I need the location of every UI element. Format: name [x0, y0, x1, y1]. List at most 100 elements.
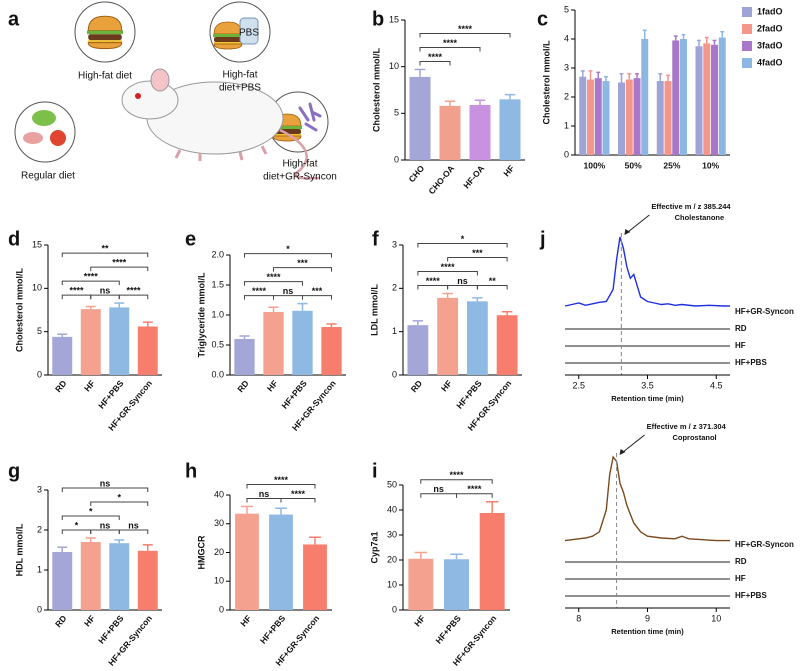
- legend-label: 1fadO: [757, 6, 783, 16]
- bar: [303, 544, 327, 610]
- significance-label: ****: [84, 271, 99, 281]
- bar: [496, 315, 518, 375]
- significance-label: ****: [428, 52, 443, 62]
- significance-label: **: [101, 243, 109, 253]
- significance-label: ns: [433, 484, 444, 494]
- y-tick-label: 30: [387, 529, 397, 539]
- significance-bracket: [90, 294, 120, 300]
- significance-label: ***: [472, 248, 483, 258]
- y-tick-label: 10: [389, 61, 399, 71]
- significance-bracket: [447, 285, 478, 290]
- bar: [672, 40, 680, 156]
- x-tick-label: CHO: [406, 163, 426, 184]
- significance-label: ns: [259, 489, 270, 499]
- significance-bracket: [302, 295, 332, 300]
- significance-label: ****: [458, 24, 473, 34]
- panel-letter: b: [372, 8, 384, 30]
- significance-label: *: [461, 234, 465, 244]
- plate: [14, 101, 76, 163]
- significance-bracket: [246, 484, 316, 489]
- bar: [711, 44, 718, 155]
- significance-bracket: [61, 529, 92, 534]
- significance-label: ****: [112, 257, 127, 267]
- x-tick-label: 10: [711, 613, 721, 623]
- x-tick-label: 3.5: [641, 380, 654, 390]
- x-tick-label: HF: [501, 163, 516, 178]
- diet-label: diet+GR-Syncon: [263, 172, 337, 183]
- legend-swatch: [742, 41, 752, 51]
- bar: [466, 301, 488, 375]
- significance-label: ****: [291, 489, 306, 499]
- x-tick-label: HF: [82, 613, 97, 628]
- y-tick-label: 5: [394, 108, 399, 118]
- arrow-head: [619, 449, 626, 455]
- trace-label: RD: [735, 324, 747, 333]
- y-tick-label: 4: [564, 33, 569, 43]
- x-tick-label: HF+PBS: [454, 378, 484, 411]
- arrow-head: [624, 229, 631, 235]
- y-tick-label: 5: [37, 326, 42, 336]
- significance-bracket: [456, 493, 493, 498]
- mouse-feet: [174, 145, 268, 161]
- legend-swatch: [742, 24, 752, 34]
- significance-label: ns: [283, 286, 294, 296]
- x-tick-label: HF+PBS: [96, 613, 126, 646]
- significance-bracket: [273, 295, 303, 300]
- y-axis-label: Cyp7a1: [369, 531, 379, 563]
- y-tick-label: 1.0: [211, 309, 224, 319]
- bar: [235, 513, 259, 610]
- significance-bracket: [280, 498, 316, 503]
- bacteria-icon: [298, 102, 322, 132]
- significance-label: ****: [441, 262, 456, 272]
- significance-bracket: [420, 493, 457, 498]
- y-tick-label: 0: [37, 604, 42, 614]
- significance-bracket: [420, 479, 493, 484]
- panel-letter: j: [539, 228, 546, 250]
- bar: [499, 99, 521, 160]
- y-tick-label: 0: [392, 369, 397, 379]
- bar: [52, 336, 73, 375]
- y-tick-label: 5: [564, 4, 569, 14]
- x-tick-label: RD: [409, 378, 425, 394]
- trace-label: HF+PBS: [735, 591, 767, 600]
- lettuce-icon: [32, 110, 56, 126]
- mouse-tail: [279, 128, 321, 180]
- significance-bracket: [118, 529, 149, 534]
- panel-letter: h: [185, 460, 197, 482]
- y-tick-label: 1.5: [211, 279, 224, 289]
- x-tick-label: 25%: [663, 160, 680, 170]
- y-tick-label: 20: [214, 547, 224, 557]
- panel-letter: i: [372, 460, 378, 482]
- significance-label: ***: [297, 258, 308, 268]
- y-tick-label: 2: [564, 91, 569, 101]
- y-axis-label: Cholesterol mmol/L: [371, 47, 381, 132]
- x-tick-label: 50%: [625, 160, 642, 170]
- bar: [594, 78, 602, 155]
- significance-bracket: [417, 243, 508, 248]
- mouse-head: [121, 80, 179, 120]
- significance-bracket: [90, 529, 120, 534]
- bar: [695, 46, 703, 155]
- significance-bracket: [419, 32, 511, 38]
- annotation-arrow: [625, 214, 650, 235]
- significance-bracket: [90, 266, 149, 272]
- significance-bracket: [61, 487, 149, 492]
- y-axis-label: HMGCR: [196, 535, 206, 569]
- y-axis-label: Triglyceride mmol/L: [196, 272, 206, 358]
- x-tick-label: HF: [265, 378, 280, 393]
- significance-label: *: [286, 244, 290, 254]
- bar: [444, 559, 469, 610]
- y-tick-label: 2: [392, 283, 397, 293]
- mouse-eye: [135, 93, 141, 99]
- bar: [407, 325, 429, 375]
- y-tick-label: 0: [37, 369, 42, 379]
- diet-label: Regular diet: [21, 171, 75, 182]
- significance-label: ****: [426, 276, 441, 286]
- bar: [263, 312, 284, 375]
- significance-label: **: [489, 276, 497, 286]
- panel-letter: f: [372, 228, 379, 250]
- legend-swatch: [742, 7, 752, 17]
- y-tick-label: 10: [214, 576, 224, 586]
